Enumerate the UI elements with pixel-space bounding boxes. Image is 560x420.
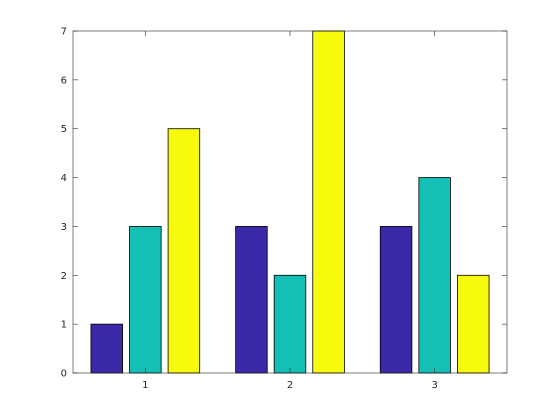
- y-tick-label: 1: [61, 320, 67, 331]
- bar-series-2-cat-2: [273, 274, 307, 374]
- bar-series-2-cat-1: [129, 226, 162, 374]
- x-tick-label: 1: [142, 380, 148, 391]
- bar-series-1-cat-2: [235, 226, 268, 374]
- x-tick-label: 3: [431, 380, 437, 391]
- y-tick-label: 5: [61, 124, 67, 135]
- bars-group: [90, 30, 490, 374]
- x-ticks-group: 1 2 3: [142, 31, 438, 391]
- bar-series-3-cat-1: [167, 128, 201, 374]
- bar-series-3-cat-2: [312, 30, 345, 374]
- y-ticks-group: 0 1 2 3 4 5 6 7: [61, 27, 507, 380]
- bar-series-2-cat-3: [418, 177, 451, 374]
- bar-series-1-cat-3: [379, 226, 413, 374]
- y-tick-label: 6: [61, 75, 67, 86]
- y-tick-label: 2: [61, 271, 67, 282]
- y-tick-label: 3: [61, 222, 67, 233]
- y-tick-label: 4: [61, 173, 67, 184]
- bar-series-1-cat-1: [90, 323, 123, 374]
- x-tick-label: 2: [287, 380, 293, 391]
- y-tick-label: 7: [61, 27, 67, 38]
- y-tick-label: 0: [61, 369, 67, 380]
- bar-series-3-cat-3: [457, 274, 490, 374]
